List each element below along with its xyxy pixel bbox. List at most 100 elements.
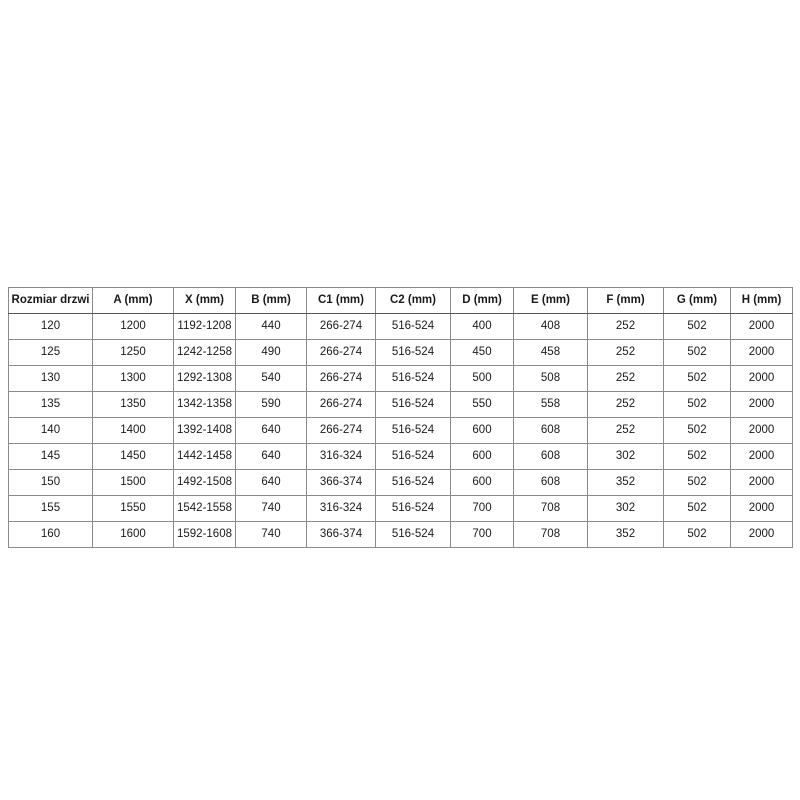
cell-size: 155: [8, 495, 93, 522]
cell-h: 2000: [730, 339, 793, 366]
cell-e: 708: [513, 521, 588, 548]
cell-g: 502: [663, 521, 731, 548]
cell-size: 120: [8, 313, 93, 340]
cell-h: 2000: [730, 495, 793, 522]
table-body: 120 1200 1192-1208 440 266-274 516-524 4…: [8, 313, 793, 548]
cell-c1: 266-274: [306, 339, 376, 366]
cell-f: 352: [587, 521, 664, 548]
column-header-h: H (mm): [730, 287, 793, 314]
column-header-c2: C2 (mm): [375, 287, 451, 314]
cell-d: 450: [450, 339, 514, 366]
cell-g: 502: [663, 443, 731, 470]
cell-c2: 516-524: [375, 365, 451, 392]
cell-x: 1542-1558: [173, 495, 236, 522]
table-row: 125 1250 1242-1258 490 266-274 516-524 4…: [8, 339, 793, 366]
table-row: 160 1600 1592-1608 740 366-374 516-524 7…: [8, 521, 793, 548]
cell-f: 252: [587, 313, 664, 340]
cell-c1: 266-274: [306, 417, 376, 444]
cell-c2: 516-524: [375, 339, 451, 366]
cell-e: 508: [513, 365, 588, 392]
cell-h: 2000: [730, 469, 793, 496]
cell-b: 640: [235, 469, 307, 496]
cell-g: 502: [663, 417, 731, 444]
cell-g: 502: [663, 313, 731, 340]
table-row: 155 1550 1542-1558 740 316-324 516-524 7…: [8, 495, 793, 522]
column-header-e: E (mm): [513, 287, 588, 314]
cell-e: 408: [513, 313, 588, 340]
cell-c1: 316-324: [306, 443, 376, 470]
table-row: 150 1500 1492-1508 640 366-374 516-524 6…: [8, 469, 793, 496]
column-header-b: B (mm): [235, 287, 307, 314]
cell-a: 1300: [92, 365, 174, 392]
cell-size: 160: [8, 521, 93, 548]
column-header-a: A (mm): [92, 287, 174, 314]
cell-g: 502: [663, 495, 731, 522]
cell-a: 1450: [92, 443, 174, 470]
cell-f: 302: [587, 495, 664, 522]
cell-size: 135: [8, 391, 93, 418]
cell-a: 1250: [92, 339, 174, 366]
cell-c2: 516-524: [375, 417, 451, 444]
cell-b: 540: [235, 365, 307, 392]
cell-f: 252: [587, 365, 664, 392]
cell-b: 640: [235, 417, 307, 444]
column-header-g: G (mm): [663, 287, 731, 314]
cell-d: 700: [450, 495, 514, 522]
table-row: 120 1200 1192-1208 440 266-274 516-524 4…: [8, 313, 793, 340]
cell-e: 608: [513, 469, 588, 496]
cell-a: 1350: [92, 391, 174, 418]
cell-size: 145: [8, 443, 93, 470]
cell-h: 2000: [730, 417, 793, 444]
cell-a: 1600: [92, 521, 174, 548]
door-size-spec-table: Rozmiar drzwi A (mm) X (mm) B (mm) C1 (m…: [8, 287, 793, 548]
cell-h: 2000: [730, 313, 793, 340]
column-header-c1: C1 (mm): [306, 287, 376, 314]
cell-d: 600: [450, 417, 514, 444]
cell-g: 502: [663, 365, 731, 392]
cell-d: 600: [450, 443, 514, 470]
table-row: 145 1450 1442-1458 640 316-324 516-524 6…: [8, 443, 793, 470]
cell-f: 252: [587, 417, 664, 444]
cell-x: 1492-1508: [173, 469, 236, 496]
cell-c2: 516-524: [375, 443, 451, 470]
cell-e: 608: [513, 417, 588, 444]
cell-x: 1442-1458: [173, 443, 236, 470]
cell-size: 140: [8, 417, 93, 444]
table-row: 130 1300 1292-1308 540 266-274 516-524 5…: [8, 365, 793, 392]
column-header-rozmiar-drzwi: Rozmiar drzwi: [8, 287, 93, 314]
column-header-f: F (mm): [587, 287, 664, 314]
cell-d: 600: [450, 469, 514, 496]
cell-c2: 516-524: [375, 521, 451, 548]
cell-x: 1292-1308: [173, 365, 236, 392]
cell-f: 302: [587, 443, 664, 470]
cell-c1: 316-324: [306, 495, 376, 522]
cell-h: 2000: [730, 521, 793, 548]
cell-c1: 366-374: [306, 521, 376, 548]
cell-f: 252: [587, 391, 664, 418]
cell-x: 1242-1258: [173, 339, 236, 366]
column-header-x: X (mm): [173, 287, 236, 314]
cell-a: 1200: [92, 313, 174, 340]
cell-c2: 516-524: [375, 495, 451, 522]
cell-e: 708: [513, 495, 588, 522]
cell-x: 1342-1358: [173, 391, 236, 418]
cell-a: 1550: [92, 495, 174, 522]
cell-g: 502: [663, 339, 731, 366]
cell-c1: 366-374: [306, 469, 376, 496]
cell-c2: 516-524: [375, 391, 451, 418]
cell-e: 558: [513, 391, 588, 418]
cell-c1: 266-274: [306, 391, 376, 418]
cell-a: 1400: [92, 417, 174, 444]
cell-g: 502: [663, 391, 731, 418]
table-header: Rozmiar drzwi A (mm) X (mm) B (mm) C1 (m…: [8, 287, 793, 314]
cell-e: 608: [513, 443, 588, 470]
table-row: 135 1350 1342-1358 590 266-274 516-524 5…: [8, 391, 793, 418]
cell-x: 1192-1208: [173, 313, 236, 340]
cell-d: 400: [450, 313, 514, 340]
column-header-d: D (mm): [450, 287, 514, 314]
cell-e: 458: [513, 339, 588, 366]
cell-f: 352: [587, 469, 664, 496]
cell-b: 440: [235, 313, 307, 340]
cell-c2: 516-524: [375, 469, 451, 496]
cell-h: 2000: [730, 365, 793, 392]
